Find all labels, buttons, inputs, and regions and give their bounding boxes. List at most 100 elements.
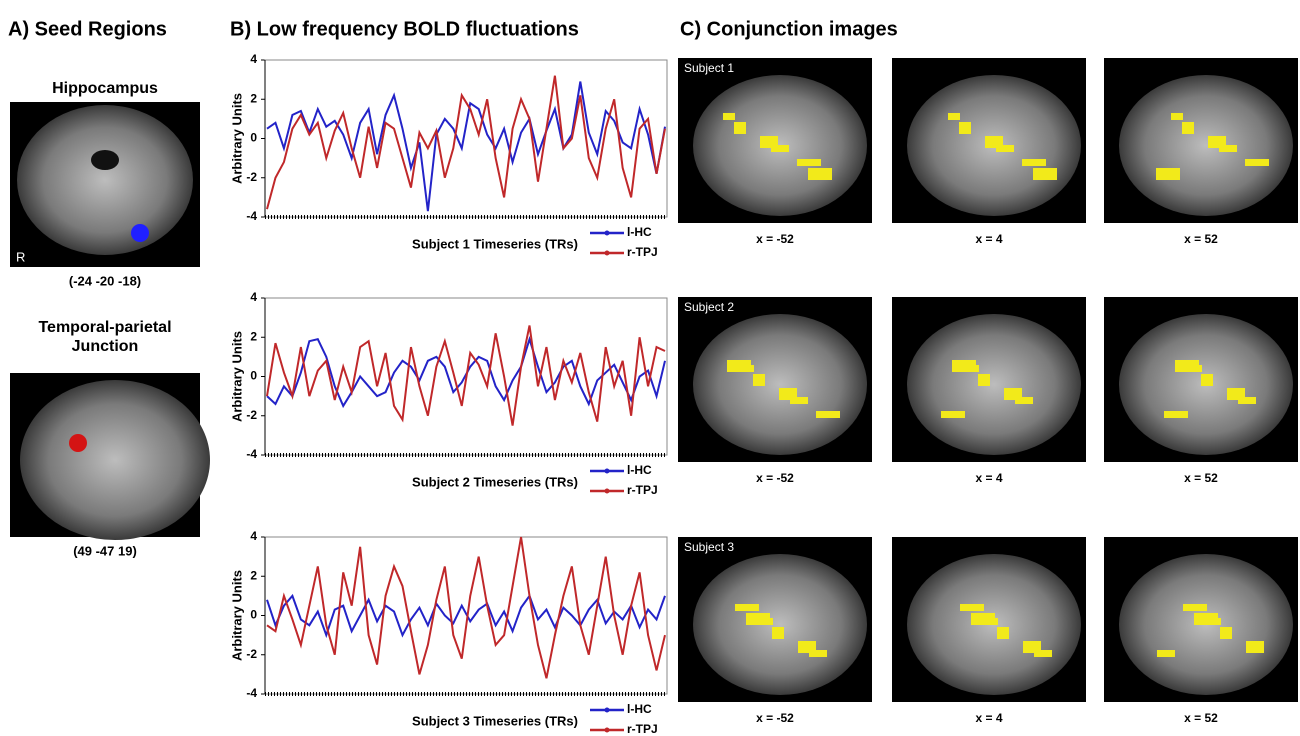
figure-canvas: A) Seed Regions B) Low frequency BOLD fl… — [0, 0, 1300, 736]
activation-blob — [997, 627, 1009, 639]
activation-blob — [1219, 145, 1237, 152]
activation-blob — [723, 113, 735, 120]
activation-blob — [1201, 374, 1213, 386]
activation-blob — [816, 411, 840, 418]
brain-slice — [907, 314, 1081, 455]
y-tick-label: 4 — [250, 290, 257, 304]
activation-blob — [1220, 627, 1232, 639]
legend-dot — [605, 489, 610, 494]
image-caption: x = 52 — [1184, 711, 1218, 725]
image-caption: x = 4 — [975, 471, 1002, 485]
y-tick-label: 2 — [250, 91, 257, 105]
x-axis-label: Subject 3 Timeseries (TRs) — [412, 713, 578, 728]
activation-blob — [1183, 604, 1207, 611]
activation-blob — [1182, 122, 1194, 134]
activation-blob — [952, 360, 976, 372]
legend-dot — [605, 251, 610, 256]
legend-label: r-TPJ — [627, 483, 658, 497]
activation-blob — [1164, 411, 1188, 418]
seed-title-box: Temporal-parietal Junction — [0, 318, 210, 368]
panel-heading: C) Conjunction images — [680, 18, 898, 40]
activation-blob — [1194, 613, 1218, 625]
activation-blob — [734, 122, 746, 134]
brain-slice — [1119, 75, 1293, 216]
y-tick-label: -2 — [246, 408, 257, 422]
legend-label: l-HC — [627, 463, 652, 477]
y-axis-label: Arbitrary Units — [229, 570, 244, 661]
activation-blob — [941, 411, 965, 418]
legend-label: l-HC — [627, 702, 652, 716]
y-tick-label: 0 — [250, 369, 257, 383]
x-axis-label: Subject 2 Timeseries (TRs) — [412, 474, 578, 489]
legend-label: l-HC — [627, 225, 652, 239]
seed-marker — [131, 224, 149, 242]
x-axis-label: Subject 1 Timeseries (TRs) — [412, 236, 578, 251]
subject-label: Subject 2 — [684, 300, 734, 314]
series-line — [267, 76, 665, 209]
plot-frame — [265, 60, 667, 217]
image-caption: x = -52 — [756, 711, 794, 725]
y-tick-label: -2 — [246, 647, 257, 661]
subject-label: Subject 1 — [684, 61, 734, 75]
activation-blob — [1015, 397, 1033, 404]
activation-blob — [996, 145, 1014, 152]
activation-blob — [1171, 113, 1183, 120]
activation-blob — [948, 113, 960, 120]
y-tick-label: 0 — [250, 608, 257, 622]
image-caption: x = 52 — [1184, 471, 1218, 485]
activation-blob — [960, 604, 984, 611]
brain-slice — [693, 554, 867, 695]
y-tick-label: -4 — [246, 447, 257, 461]
brain-slice — [17, 105, 193, 255]
activation-blob — [809, 650, 827, 657]
activation-blob — [771, 145, 789, 152]
panel-heading: A) Seed Regions — [8, 18, 167, 40]
image-caption: x = -52 — [756, 232, 794, 246]
seed-title: Hippocampus — [52, 80, 158, 97]
activation-blob — [971, 613, 995, 625]
seed-coords: (49 -47 19) — [73, 543, 137, 558]
series-line — [267, 537, 665, 678]
seed-coords: (-24 -20 -18) — [69, 273, 141, 288]
image-caption: x = 4 — [975, 232, 1002, 246]
activation-blob — [735, 604, 759, 611]
activation-blob — [1156, 168, 1180, 180]
activation-blob — [753, 374, 765, 386]
y-tick-label: -2 — [246, 170, 257, 184]
activation-blob — [1246, 641, 1264, 653]
activation-blob — [797, 159, 821, 166]
y-tick-label: -4 — [246, 686, 257, 700]
y-axis-label: Arbitrary Units — [229, 331, 244, 422]
legend-dot — [605, 728, 610, 733]
activation-blob — [1245, 159, 1269, 166]
y-tick-label: 0 — [250, 131, 257, 145]
panel-heading: B) Low frequency BOLD fluctuations — [230, 18, 579, 40]
activation-blob — [1175, 360, 1199, 372]
ventricle — [91, 150, 119, 170]
legend-label: r-TPJ — [627, 722, 658, 736]
legend-dot — [605, 231, 610, 236]
activation-blob — [727, 360, 751, 372]
y-tick-label: 2 — [250, 568, 257, 582]
legend-label: r-TPJ — [627, 245, 658, 259]
image-caption: x = 4 — [975, 711, 1002, 725]
legend-dot — [605, 708, 610, 713]
y-tick-label: -4 — [246, 209, 257, 223]
activation-blob — [1022, 159, 1046, 166]
activation-blob — [790, 397, 808, 404]
activation-blob — [1238, 397, 1256, 404]
y-axis-label: Arbitrary Units — [229, 93, 244, 184]
activation-blob — [1033, 168, 1057, 180]
image-caption: x = -52 — [756, 471, 794, 485]
brain-slice — [693, 314, 867, 455]
activation-blob — [808, 168, 832, 180]
figure: {"headings": {"a": "A) Seed Regions", "b… — [0, 0, 1300, 736]
activation-blob — [1034, 650, 1052, 657]
activation-blob — [772, 627, 784, 639]
activation-blob — [978, 374, 990, 386]
orientation-label: R — [16, 249, 25, 264]
y-tick-label: 4 — [250, 52, 257, 66]
y-tick-label: 4 — [250, 529, 257, 543]
image-caption: x = 52 — [1184, 232, 1218, 246]
subject-label: Subject 3 — [684, 540, 734, 554]
